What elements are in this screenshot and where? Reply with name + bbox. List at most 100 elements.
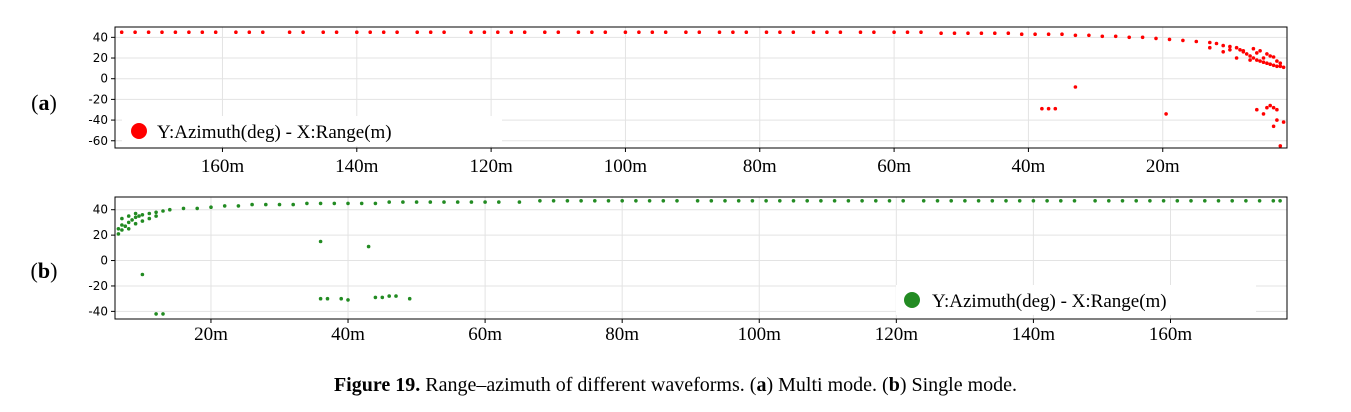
data-point <box>366 244 371 249</box>
panel-label: (a) <box>31 90 57 115</box>
data-point <box>1255 51 1259 55</box>
data-point <box>650 30 655 34</box>
data-point <box>1265 61 1269 65</box>
data-point <box>1275 64 1279 69</box>
data-point <box>874 199 878 203</box>
data-point <box>496 30 500 34</box>
data-point <box>154 214 158 218</box>
data-point <box>744 30 749 34</box>
data-point <box>1031 199 1036 203</box>
data-point <box>1189 199 1193 203</box>
data-point <box>173 30 178 34</box>
data-point <box>1244 199 1248 203</box>
x-tick-label: 20m <box>194 324 228 345</box>
y-tick-label: 0 <box>100 254 108 268</box>
data-point <box>1093 199 1097 203</box>
legend-marker <box>131 123 147 139</box>
data-point <box>368 30 373 34</box>
plot-frame <box>114 196 1288 320</box>
data-point <box>949 199 953 203</box>
data-point <box>250 202 254 207</box>
data-point <box>1221 50 1225 54</box>
data-point <box>442 200 446 204</box>
data-point <box>556 30 561 34</box>
plot-frame <box>114 26 1288 149</box>
data-point <box>663 30 668 34</box>
data-point <box>247 30 252 34</box>
data-point <box>133 221 138 226</box>
legend-label: Y:Azimuth(deg) - X:Range(m) <box>157 122 392 143</box>
data-point <box>819 199 823 203</box>
data-point <box>168 207 172 212</box>
data-point <box>764 30 769 34</box>
data-point <box>1241 49 1246 53</box>
data-point <box>832 199 837 203</box>
data-point <box>1053 106 1058 111</box>
y-tick-label: -40 <box>88 304 108 318</box>
x-tick-label: 140m <box>1012 324 1056 345</box>
data-point <box>291 202 296 207</box>
data-point <box>1059 199 1063 203</box>
data-point <box>116 227 121 231</box>
data-point <box>469 200 474 204</box>
data-point <box>593 199 597 203</box>
data-point <box>825 30 829 34</box>
data-point <box>373 201 378 206</box>
x-tick-label: 100m <box>604 156 648 177</box>
data-point <box>620 199 624 203</box>
data-point <box>1248 54 1252 58</box>
data-point <box>1271 124 1276 129</box>
data-point <box>709 199 714 203</box>
y-tick-label: 20 <box>93 51 108 65</box>
data-point <box>590 30 594 34</box>
x-tick-label: 40m <box>1012 156 1046 177</box>
y-tick-label: 0 <box>100 72 108 86</box>
data-point <box>442 30 446 34</box>
data-point <box>1257 199 1262 203</box>
data-point <box>1268 103 1272 108</box>
data-point <box>990 199 995 203</box>
data-point <box>750 199 755 203</box>
data-point <box>1045 199 1049 203</box>
data-point <box>200 30 205 34</box>
y-tick-label: -20 <box>88 92 108 106</box>
data-point <box>579 199 583 203</box>
data-point <box>860 199 864 203</box>
data-point <box>1238 48 1242 52</box>
data-point <box>161 209 165 213</box>
figure-caption: Figure 19. Range–azimuth of different wa… <box>0 374 1351 397</box>
data-point <box>1046 32 1051 36</box>
legend-box <box>896 285 1256 315</box>
data-point <box>1278 144 1283 148</box>
data-point <box>1140 35 1145 40</box>
data-point <box>887 199 892 203</box>
data-point <box>1275 118 1279 122</box>
data-point <box>1127 35 1131 40</box>
data-point <box>264 202 268 207</box>
data-point <box>373 295 378 300</box>
data-point <box>538 199 542 203</box>
data-point <box>606 199 611 203</box>
data-point <box>120 228 124 232</box>
data-point <box>1265 105 1269 110</box>
x-tick-label: 60m <box>877 156 911 177</box>
data-point <box>1194 39 1199 44</box>
data-point <box>469 30 473 34</box>
data-point <box>892 30 896 34</box>
data-point <box>394 294 398 298</box>
data-point <box>1181 38 1185 43</box>
data-point <box>147 216 152 221</box>
data-point <box>993 31 997 35</box>
data-point <box>160 30 164 34</box>
caption-text: Range–azimuth of different waveforms. (a… <box>425 374 1018 396</box>
data-point <box>287 30 292 34</box>
data-point <box>401 200 405 204</box>
caption-number: Figure 19. <box>333 374 421 396</box>
data-point <box>522 30 527 34</box>
data-point <box>935 199 940 203</box>
data-point <box>301 30 305 34</box>
data-point <box>661 199 666 203</box>
data-point <box>1017 199 1022 203</box>
data-point <box>1234 45 1239 50</box>
data-point <box>154 312 158 316</box>
